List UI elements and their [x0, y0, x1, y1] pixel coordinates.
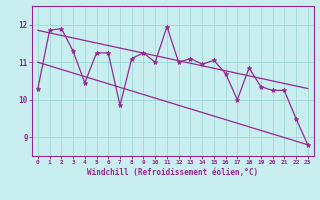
X-axis label: Windchill (Refroidissement éolien,°C): Windchill (Refroidissement éolien,°C) — [87, 168, 258, 177]
